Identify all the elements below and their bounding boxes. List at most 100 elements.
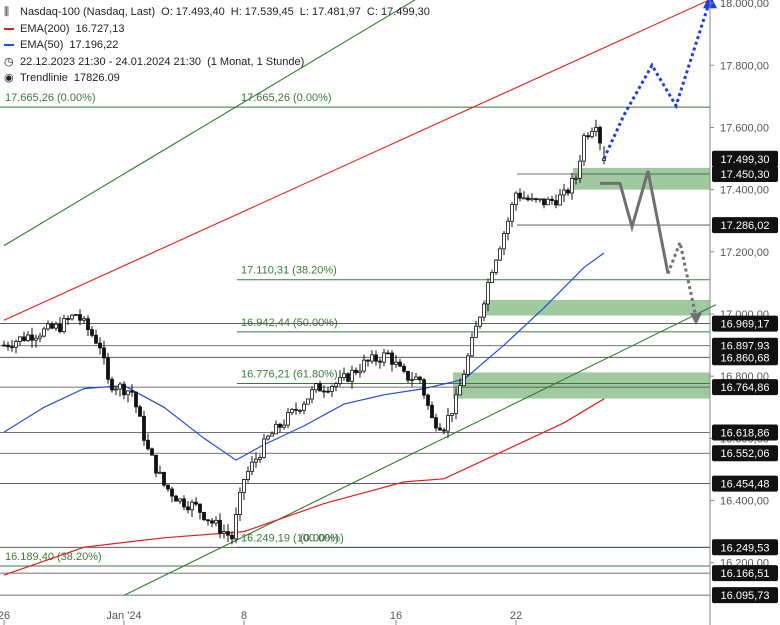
candle-body (38, 335, 42, 339)
candle-body (82, 318, 86, 321)
candle-body (126, 390, 130, 396)
candle-body (58, 323, 62, 333)
candle-body (378, 360, 382, 363)
axis-tick-label: 16.400,00 (720, 496, 769, 508)
ema50-swatch (4, 44, 14, 47)
axis-tick-label: 17.200,00 (720, 247, 769, 259)
candle-body (546, 198, 550, 206)
candle-body (602, 158, 606, 162)
candle-body (570, 177, 574, 194)
price-tag-label: 17.499,30 (721, 154, 770, 166)
fib-level-label: 17.665,26 (0.00%) (241, 92, 332, 104)
candle-body (598, 127, 602, 144)
candle-body (322, 390, 326, 393)
trendline-value: 17826.09 (73, 72, 120, 84)
fib-level-label: 16.249,19 (100.00%) (241, 532, 344, 544)
candle-body (562, 189, 566, 196)
time-tick-label: 8 (241, 610, 247, 622)
legend-ema200-row[interactable]: EMA(200) 16.727,13 (4, 21, 430, 38)
candle-body (270, 433, 274, 437)
candle-body (342, 373, 346, 378)
projection-down-path (600, 170, 670, 274)
price-tag-label: 16.249,53 (721, 542, 770, 554)
candle-body (386, 352, 390, 355)
ohlc-open: O: 17.493,40 (161, 6, 225, 18)
legend-instrument-row: ⫼ Nasdaq-100 (Nasdaq, Last) O: 17.493,40… (4, 4, 430, 21)
ohlc-high: H: 17.539,45 (230, 6, 294, 18)
axis-tick-label: 18.000,00 (720, 0, 769, 10)
candle-body (502, 233, 506, 250)
candle-body (338, 377, 342, 384)
price-tag (712, 315, 778, 332)
price-tag (712, 379, 778, 396)
candle-body (442, 429, 446, 432)
candle-body (366, 359, 370, 362)
candle-body (370, 354, 374, 362)
candle-body (290, 408, 294, 413)
candle-body (478, 316, 482, 327)
clock-icon: ◷ (4, 55, 14, 68)
candle-body (174, 495, 178, 502)
legend-ema50-row[interactable]: EMA(50) 17.196,22 (4, 37, 430, 54)
fib-level-label: 16.189,40 (38.20%) (5, 551, 102, 563)
candle-body (286, 412, 290, 426)
candle-body (238, 491, 242, 515)
time-tick-label: Jan '24 (106, 610, 141, 622)
candle-body (34, 337, 38, 341)
candle-body (418, 376, 422, 381)
trend-line (3, 0, 416, 247)
candle-body (226, 531, 230, 536)
period-resolution: (1 Monat, 1 Stunde) (207, 55, 305, 68)
candle-body (594, 127, 598, 132)
candle-body (330, 385, 334, 392)
candle-body (402, 365, 406, 372)
candle-body (262, 438, 266, 458)
candle-body (550, 198, 554, 201)
candle-body (102, 347, 106, 359)
candle-body (6, 344, 10, 348)
candle-body (122, 383, 126, 396)
candle-body (62, 318, 66, 333)
projection-up-path (602, 5, 710, 160)
projection-down-dotted (666, 237, 698, 318)
candle-body (530, 198, 534, 201)
candle-body (430, 404, 434, 419)
candle-body (22, 336, 26, 342)
candle-body (514, 192, 518, 205)
candle-body (234, 514, 238, 540)
price-tag (712, 475, 778, 492)
candle-body (134, 391, 138, 408)
price-tag (712, 565, 778, 582)
candle-body (354, 369, 358, 374)
candle-body (590, 131, 594, 138)
candles (2, 119, 606, 545)
candle-body (454, 394, 458, 414)
time-axis: 26 Jan '24 8 16 22 (0, 610, 522, 625)
candle-body (346, 373, 350, 382)
support-zone (453, 372, 710, 399)
candle-body (582, 135, 586, 162)
candle-body (154, 454, 158, 474)
trend-line (123, 304, 717, 596)
fib-level-label: (0.00%) (300, 532, 339, 544)
price-tag (712, 166, 778, 182)
trend-lines (3, 0, 717, 596)
candle-body (498, 248, 502, 261)
price-tag (712, 150, 778, 167)
candle-body (526, 197, 530, 201)
candle-body (358, 370, 362, 374)
candle-body (254, 458, 258, 463)
candle-body (114, 388, 118, 391)
candle-body (282, 424, 286, 428)
legend-trend-row[interactable]: ◉ Trendlinie 17826.09 (4, 70, 430, 87)
price-tag (712, 445, 778, 462)
ema200-value: 16.727,13 (75, 22, 125, 35)
support-zone (573, 167, 710, 190)
candle-body (90, 329, 94, 336)
candle-body (178, 498, 182, 502)
candle-body (302, 403, 306, 411)
price-axis: 16.200,0016.400,0016.600,0016.800,0017.0… (709, 0, 769, 625)
price-tags: 17.499,30 17.450,30 17.286,02 16.969,17 16.8… (712, 150, 778, 604)
candle-body (106, 357, 110, 380)
